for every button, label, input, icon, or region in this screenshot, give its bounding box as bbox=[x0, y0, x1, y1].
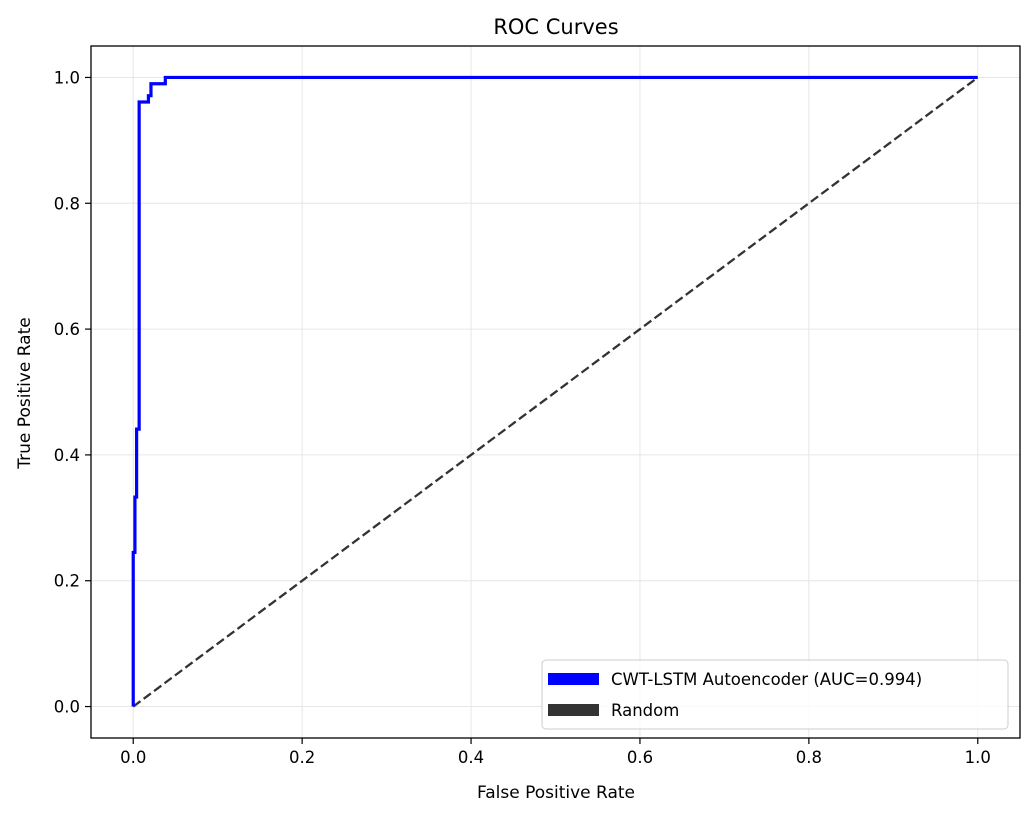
legend-swatch bbox=[548, 673, 599, 685]
plot-frame bbox=[90, 45, 1021, 739]
x-axis-label: False Positive Rate bbox=[477, 783, 635, 803]
plot-series bbox=[131, 75, 979, 708]
axis-ticks: 0.0 0.2 0.4 0.6 0.8 1.0 0.0 0.2 0.4 0.6 0.8 1.0 bbox=[54, 68, 991, 767]
x-tick-label: 0.8 bbox=[796, 748, 822, 767]
chart-title: ROC Curves bbox=[493, 15, 618, 39]
y-tick-label: 0.2 bbox=[54, 572, 80, 591]
y-axis-label: True Positive Rate bbox=[15, 317, 35, 469]
y-tick-label: 0.0 bbox=[54, 698, 80, 717]
y-tick-label: 0.4 bbox=[54, 446, 80, 465]
random-baseline-line bbox=[132, 76, 979, 708]
x-tick-label: 0.0 bbox=[120, 748, 146, 767]
legend: CWT-LSTM Autoencoder (AUC=0.994) Random bbox=[541, 659, 1009, 730]
legend-swatch bbox=[548, 704, 599, 716]
legend-label: Random bbox=[611, 701, 679, 720]
grid bbox=[91, 46, 1020, 738]
model-roc-curve bbox=[131, 75, 978, 707]
y-tick-label: 0.6 bbox=[54, 320, 80, 339]
y-tick-label: 1.0 bbox=[54, 68, 80, 87]
x-tick-label: 0.2 bbox=[289, 748, 315, 767]
legend-box bbox=[541, 659, 1009, 730]
x-tick-label: 0.6 bbox=[627, 748, 653, 767]
y-tick-label: 0.8 bbox=[54, 194, 80, 213]
x-tick-label: 0.4 bbox=[458, 748, 484, 767]
x-tick-label: 1.0 bbox=[965, 748, 991, 767]
legend-label: CWT-LSTM Autoencoder (AUC=0.994) bbox=[611, 670, 922, 689]
